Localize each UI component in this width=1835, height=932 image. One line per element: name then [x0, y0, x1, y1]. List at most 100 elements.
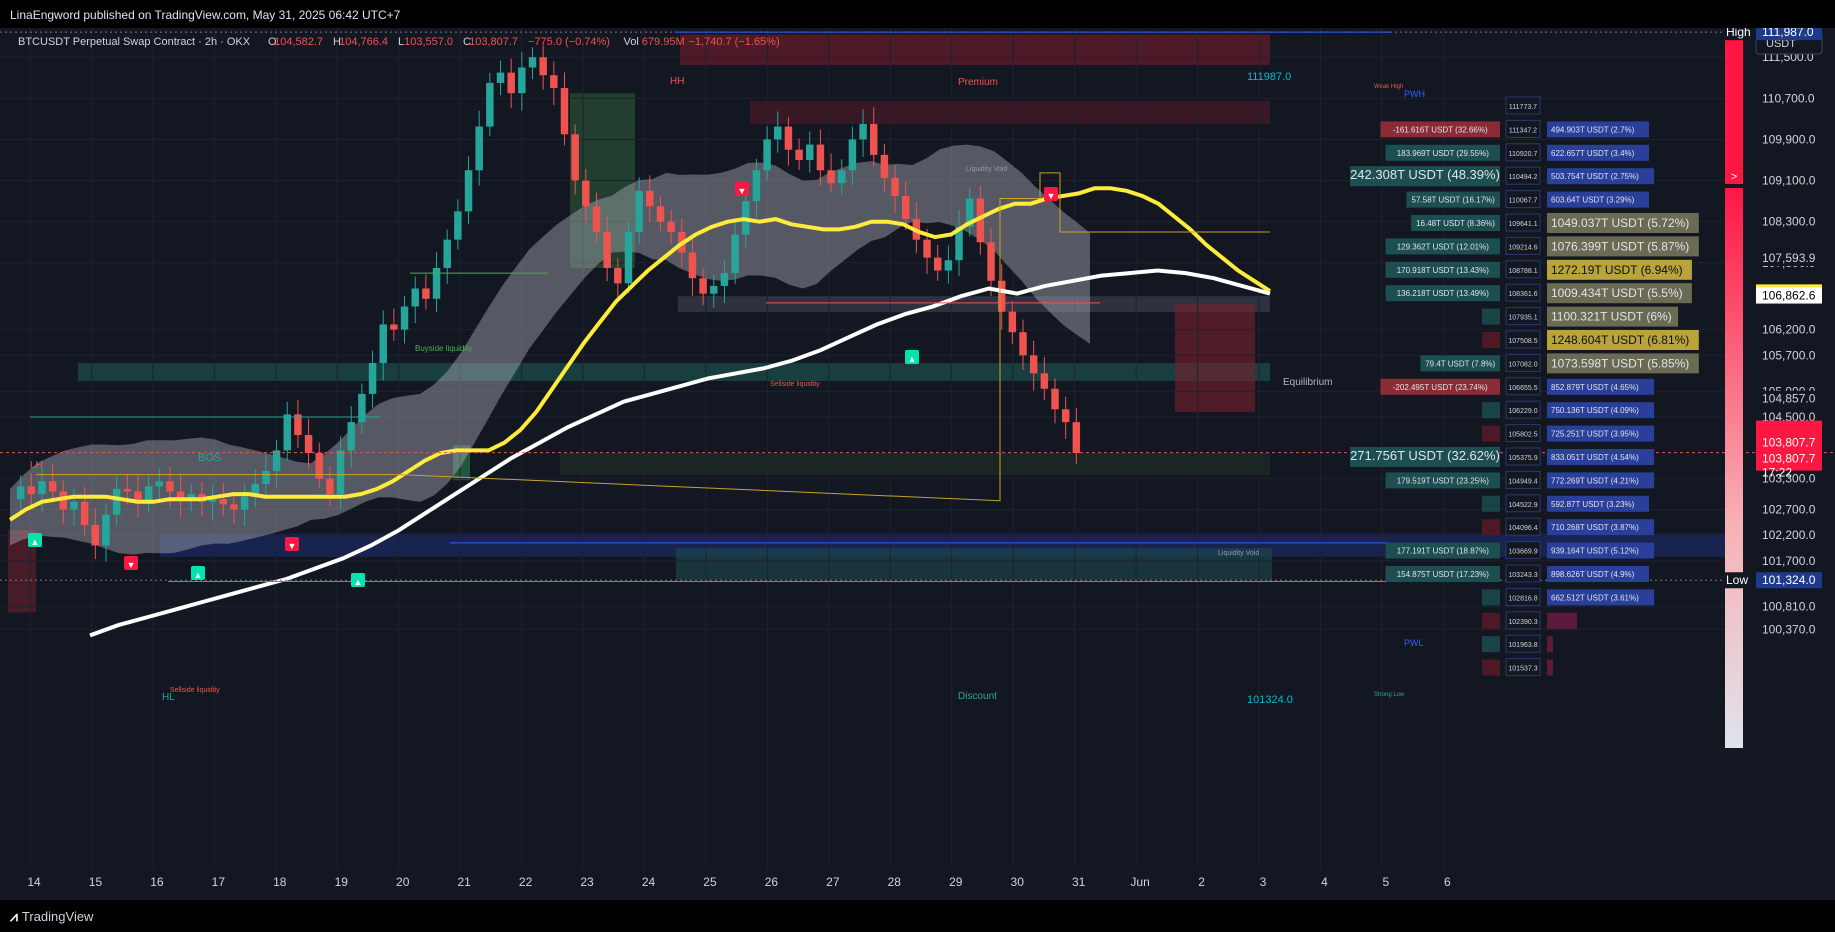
- price-tick-label: 102,200.0: [1762, 528, 1816, 542]
- vp-left-mini: [1482, 519, 1500, 536]
- vp-left-bar: [1385, 472, 1500, 489]
- candle-body: [112, 488, 121, 515]
- candle-body: [368, 363, 377, 394]
- sell-signal-icon: ▼: [1047, 191, 1056, 201]
- supply-zone-right: [1175, 303, 1255, 412]
- pwl-zone: [160, 533, 1728, 557]
- signal-marker-bg: [351, 573, 365, 587]
- candle-body: [539, 57, 547, 76]
- vp-level-value: 105802.5: [1508, 432, 1537, 439]
- time-tick-label: 23: [580, 875, 594, 889]
- buy-signal-icon: ▲: [194, 570, 203, 580]
- candle-body: [827, 170, 835, 184]
- vp-right-mini: [1547, 659, 1553, 676]
- vp-right-label: 1049.037T USDT (5.72%): [1551, 216, 1689, 230]
- vp-left-bar: [1411, 215, 1500, 231]
- vp-level-value: 102816.8: [1508, 595, 1537, 602]
- tradingview-brand[interactable]: ⩘ TradingView: [10, 908, 93, 925]
- premium-zone-top: [680, 34, 1270, 65]
- vp-level-value: 103243.3: [1508, 572, 1537, 579]
- candle-body: [848, 139, 857, 171]
- candle-body: [443, 239, 451, 268]
- candle-body: [486, 82, 494, 127]
- candle-body: [102, 514, 110, 546]
- time-tick-label: 25: [703, 875, 717, 889]
- vp-right-bar: [1547, 566, 1649, 582]
- bottom-bar: ⩘ TradingView: [0, 900, 1835, 932]
- vp-right-bar: [1547, 213, 1699, 233]
- candle-body: [422, 288, 430, 299]
- vp-left-label: 183.969T USDT (29.55%): [1397, 149, 1490, 158]
- buyside-label: Buyside liquidity: [415, 344, 472, 353]
- discount-zone: [676, 548, 1272, 581]
- vp-level-box: [1505, 190, 1541, 209]
- symbol-title: BTCUSDT Perpetual Swap Contract · 2h · O…: [18, 36, 251, 48]
- candle-body: [390, 324, 398, 330]
- price-tick-label: 103,300.0: [1762, 472, 1816, 486]
- candle-body: [614, 267, 622, 284]
- vp-level-box: [1505, 564, 1541, 583]
- candle-body: [603, 231, 611, 268]
- brand-label: TradingView: [21, 909, 94, 924]
- vp-level-box: [1505, 424, 1541, 443]
- vp-left-bar: [1350, 447, 1500, 467]
- vp-level-box: [1505, 587, 1541, 606]
- signal-marker-bg: [191, 566, 205, 580]
- vp-left-mini: [1482, 589, 1500, 606]
- time-tick-label: 3: [1260, 875, 1267, 889]
- hh-label: HH: [670, 76, 684, 87]
- candle-body: [475, 126, 483, 171]
- vp-left-mini: [1482, 636, 1500, 653]
- candle-body: [763, 139, 771, 171]
- vp-right-bar: [1547, 378, 1655, 395]
- time-tick-label: 5: [1383, 875, 1390, 889]
- time-tick-label: 2: [1198, 875, 1205, 889]
- candle-body: [91, 524, 100, 546]
- vp-level-value: 106655.5: [1508, 385, 1537, 392]
- vp-left-bar: [1380, 378, 1500, 395]
- vp-level-box: [1505, 119, 1541, 138]
- candle-body: [358, 393, 366, 423]
- chart-canvas[interactable]: HHLHHLPremiumDiscountEquilibriumBOSBuysi…: [0, 28, 1835, 900]
- candle-body: [774, 126, 782, 140]
- vp-level-value: 107935.1: [1508, 315, 1537, 322]
- candle-body: [38, 481, 46, 495]
- candle-body: [944, 260, 953, 271]
- vp-right-bar: [1547, 236, 1699, 257]
- vp-left-label: 170.918T USDT (13.43%): [1397, 266, 1490, 275]
- vp-level-value: 111773.7: [1509, 104, 1537, 111]
- vp-left-label: 177.191T USDT (18.87%): [1397, 547, 1490, 556]
- ohlc-low: 103,557.0: [404, 36, 453, 48]
- vp-right-label: 503.754T USDT (2.75%): [1551, 172, 1639, 181]
- vp-right-label: 494.903T USDT (2.7%): [1551, 125, 1635, 134]
- vp-level-box: [1505, 307, 1541, 326]
- time-tick-label: 26: [765, 875, 779, 889]
- vp-right-bar: [1547, 472, 1655, 489]
- signal-marker-bg: [124, 556, 138, 570]
- candles: [16, 45, 1081, 562]
- vp-level-box: [1505, 96, 1541, 115]
- ohlc-c-tag: C: [463, 36, 471, 48]
- vp-right-label: 833.051T USDT (4.54%): [1551, 453, 1639, 462]
- heat-bar-top: [1725, 28, 1743, 184]
- vp-level-box: [1505, 377, 1541, 396]
- vp-level-box: [1505, 494, 1541, 513]
- vp-right-label: 1009.434T USDT (5.5%): [1551, 286, 1683, 300]
- vp-right-bar: [1547, 589, 1655, 606]
- candle-body: [806, 144, 814, 160]
- price-tick-label: 102,700.0: [1762, 503, 1816, 517]
- vp-left-bar: [1385, 144, 1500, 161]
- vp-right-label: 622.657T USDT (3.4%): [1551, 149, 1635, 158]
- vp-right-bar: [1547, 168, 1655, 185]
- time-tick-label: 20: [396, 875, 410, 889]
- price-label-ema-slow: 106,862.6: [1762, 289, 1816, 303]
- vp-level-box: [1505, 517, 1541, 536]
- hl-label: HL: [162, 692, 175, 703]
- sell-signal-icon: ▼: [738, 186, 747, 196]
- vp-left-bar: [1385, 261, 1500, 278]
- publisher-line: LinaEngword published on TradingView.com…: [10, 8, 401, 22]
- ohlc-close: 103,807.7: [469, 36, 518, 48]
- low-tag-bg: [1724, 572, 1756, 589]
- candle-body: [592, 206, 601, 232]
- vp-left-mini: [1482, 425, 1500, 442]
